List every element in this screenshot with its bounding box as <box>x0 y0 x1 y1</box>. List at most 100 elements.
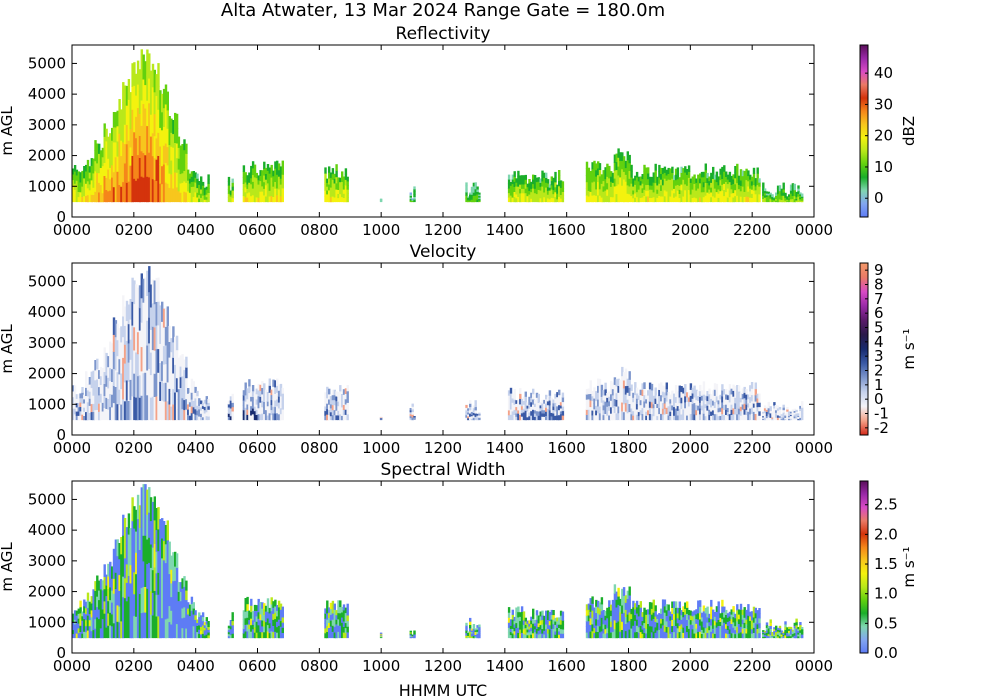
heatmap-cell <box>231 624 234 630</box>
heatmap-cell <box>177 357 181 369</box>
heatmap-cell <box>268 392 271 400</box>
heatmap-cell <box>98 394 101 404</box>
heatmap-cell <box>710 606 713 613</box>
heatmap-cell <box>341 415 344 421</box>
heatmap-cell <box>127 513 131 535</box>
heatmap-cell <box>266 182 270 190</box>
heatmap-cell <box>183 627 186 639</box>
heatmap-cell <box>142 586 145 613</box>
heatmap-cell <box>715 186 719 193</box>
heatmap-cell <box>595 631 598 639</box>
heatmap-cell <box>663 184 667 191</box>
heatmap-cell <box>94 618 97 629</box>
heatmap-cell <box>524 405 527 411</box>
heatmap-cell <box>793 192 796 197</box>
heatmap-cell <box>333 197 336 203</box>
heatmap-cell <box>789 413 793 415</box>
heatmap-cell <box>96 409 99 421</box>
heatmap-cell <box>146 125 149 152</box>
heatmap-cell <box>131 109 134 133</box>
heatmap-cell <box>789 634 793 637</box>
heatmap-cell <box>331 179 335 186</box>
heatmap-cell <box>379 636 383 638</box>
heatmap-cell <box>257 184 260 189</box>
heatmap-cell <box>641 174 644 180</box>
heatmap-cell <box>185 153 188 164</box>
heatmap-cell <box>552 193 555 199</box>
heatmap-cell <box>548 190 552 194</box>
heatmap-cell <box>324 608 327 614</box>
heatmap-cell <box>801 198 804 201</box>
heatmap-cell <box>559 194 563 199</box>
heatmap-cell <box>268 173 271 180</box>
heatmap-cell <box>161 129 164 149</box>
x-tick-label: 0600 <box>238 221 276 239</box>
heatmap-cell <box>177 136 181 148</box>
heatmap-cell <box>81 397 84 404</box>
heatmap-cell <box>79 612 82 620</box>
heatmap-cell <box>164 345 168 365</box>
heatmap-cell <box>77 618 80 624</box>
heatmap-cell <box>734 177 737 185</box>
heatmap-cell <box>272 601 275 608</box>
heatmap-cell <box>116 621 119 639</box>
heatmap-cell <box>537 189 540 194</box>
heatmap-cell <box>789 632 793 635</box>
heatmap-cell <box>264 167 268 174</box>
heatmap-cell <box>637 626 641 633</box>
heatmap-cell <box>695 178 698 183</box>
heatmap-cell <box>142 177 145 203</box>
heatmap-cell <box>75 402 79 408</box>
heatmap-cell <box>546 194 550 199</box>
heatmap-cell <box>700 633 704 639</box>
heatmap-cell <box>109 341 112 356</box>
heatmap-cell <box>207 174 210 180</box>
heatmap-cell <box>648 413 652 421</box>
heatmap-cell <box>188 621 192 628</box>
heatmap-cell <box>606 189 609 196</box>
heatmap-cell <box>736 170 739 177</box>
heatmap-cell <box>177 619 181 629</box>
heatmap-cell <box>713 616 717 622</box>
heatmap-cell <box>337 181 340 186</box>
heatmap-cell <box>465 417 468 421</box>
heatmap-cell <box>409 413 412 417</box>
heatmap-cell <box>170 392 173 407</box>
heatmap-cell <box>231 620 234 626</box>
heatmap-cell <box>671 405 674 411</box>
heatmap-cell <box>339 193 342 199</box>
heatmap-cell <box>335 182 338 190</box>
heatmap-cell <box>673 411 676 416</box>
heatmap-cell <box>166 165 169 184</box>
heatmap-cell <box>151 279 155 304</box>
heatmap-cell <box>133 326 136 351</box>
heatmap-cell <box>725 176 728 182</box>
heatmap-cell <box>326 625 329 632</box>
heatmap-cell <box>274 400 277 408</box>
heatmap-cell <box>621 366 624 377</box>
heatmap-cell <box>511 398 514 403</box>
heatmap-cell <box>162 107 166 127</box>
heatmap-cell <box>739 169 743 176</box>
heatmap-cell <box>157 572 160 595</box>
heatmap-cell <box>528 190 531 195</box>
heatmap-cell <box>326 403 329 410</box>
heatmap-cell <box>409 417 412 421</box>
heatmap-cell <box>669 190 672 197</box>
heatmap-cell <box>559 610 563 616</box>
heatmap-cell <box>602 175 605 182</box>
heatmap-cell <box>723 177 726 184</box>
heatmap-cell <box>680 614 683 620</box>
heatmap-cell <box>756 628 759 634</box>
heatmap-cell <box>266 631 270 639</box>
heatmap-cell <box>545 182 548 188</box>
heatmap-cell <box>116 371 119 389</box>
colorbar-tick-label: 1 <box>874 376 884 394</box>
heatmap-cell <box>279 603 283 610</box>
heatmap-cell <box>737 402 741 409</box>
heatmap-cell <box>645 609 648 615</box>
heatmap-cell <box>589 400 592 408</box>
heatmap-cell <box>713 179 717 185</box>
heatmap-cell <box>144 277 147 302</box>
heatmap-cell <box>509 188 513 193</box>
